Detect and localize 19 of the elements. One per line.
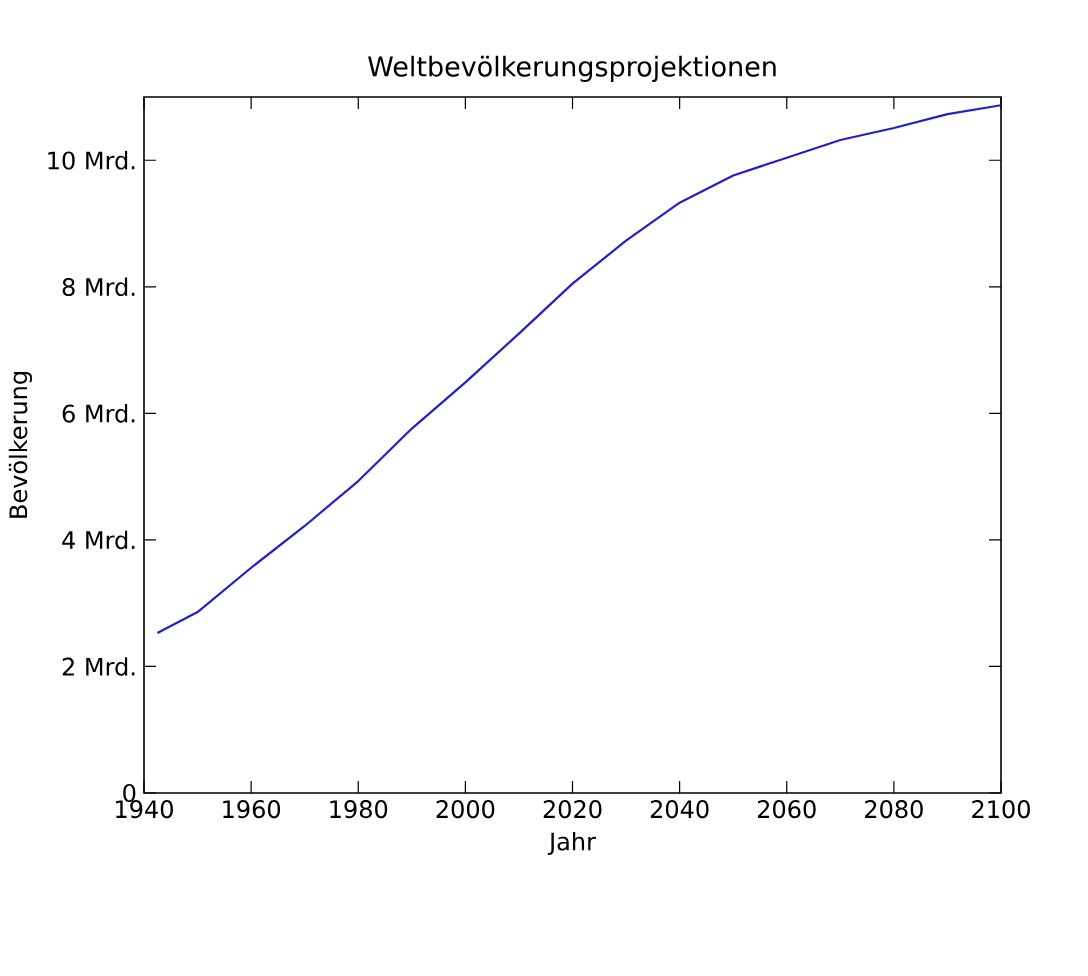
x-tick-label: 1940 [116,800,173,819]
line-series [156,104,1001,635]
x-tick-label: 2000 [436,800,495,819]
y-tick-label: 6 Mrd. [62,404,135,423]
x-tick-label: 1960 [223,800,281,819]
x-axis-title: Jahr [547,831,596,855]
y-axis-title: Bevölkerung [8,372,33,518]
y-tick-label: 8 Mrd. [62,277,135,297]
x-tick-label: 2080 [865,800,923,819]
x-tick-label: 1980 [330,800,388,819]
y-tick-label: 10 Mrd. [48,150,135,170]
x-tick-label: 2100 [972,800,1030,819]
x-tick-label: 2040 [650,800,709,819]
y-tick-label: 2 Mrd. [62,657,135,676]
chart-title: Weltbevölkerungsprojektionen [368,55,776,82]
x-tick-label: 2060 [757,800,816,819]
y-tick-label: 4 Mrd. [62,530,135,550]
y-tick-label: 0 [123,783,136,803]
x-tick-label: 2020 [543,800,602,819]
